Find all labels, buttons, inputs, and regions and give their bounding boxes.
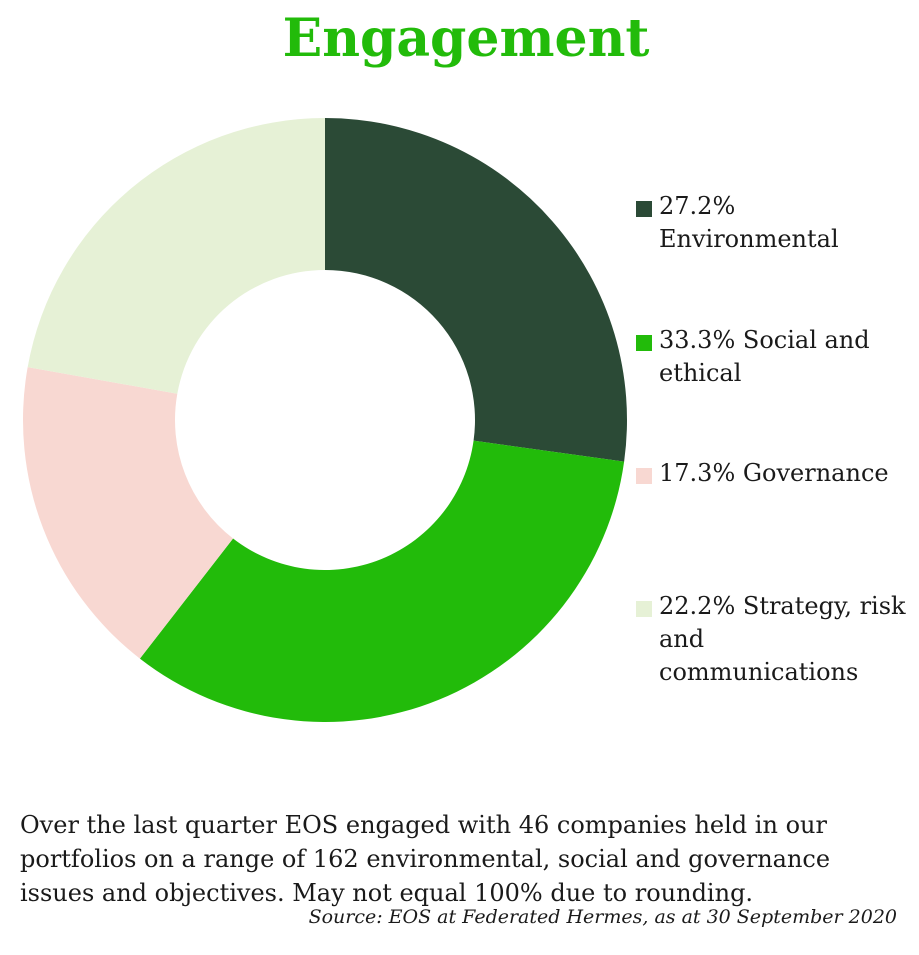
donut-slice-social-and-ethical: [139, 440, 625, 722]
legend-item-governance: 17.3% Governance: [636, 457, 909, 490]
source-note: Source: EOS at Federated Hermes, as at 3…: [308, 906, 897, 928]
legend-swatch: [636, 601, 652, 617]
legend-item-social-ethical: 33.3% Social and ethical: [636, 324, 909, 390]
legend-swatch: [636, 468, 652, 484]
legend-swatch: [636, 201, 652, 217]
chart-title: Engagement: [282, 8, 650, 69]
legend-item-strategy-risk: 22.2% Strategy, risk and communications: [636, 590, 909, 689]
footnote: Over the last quarter EOS engaged with 4…: [20, 811, 831, 907]
legend-swatch: [636, 335, 652, 351]
donut-slice-governance: [22, 367, 234, 659]
donut-slice-environmental: [325, 118, 627, 462]
legend-label: 22.2% Strategy, risk and communications: [659, 592, 906, 686]
legend-label: 17.3% Governance: [659, 459, 889, 487]
legend-label: 27.2% Environmental: [659, 192, 839, 253]
donut-chart: [22, 118, 627, 722]
legend-item-environmental: 27.2% Environmental: [636, 190, 909, 256]
legend-label: 33.3% Social and ethical: [659, 326, 870, 387]
donut-slice-strategy-risk-and-communications: [27, 118, 326, 394]
